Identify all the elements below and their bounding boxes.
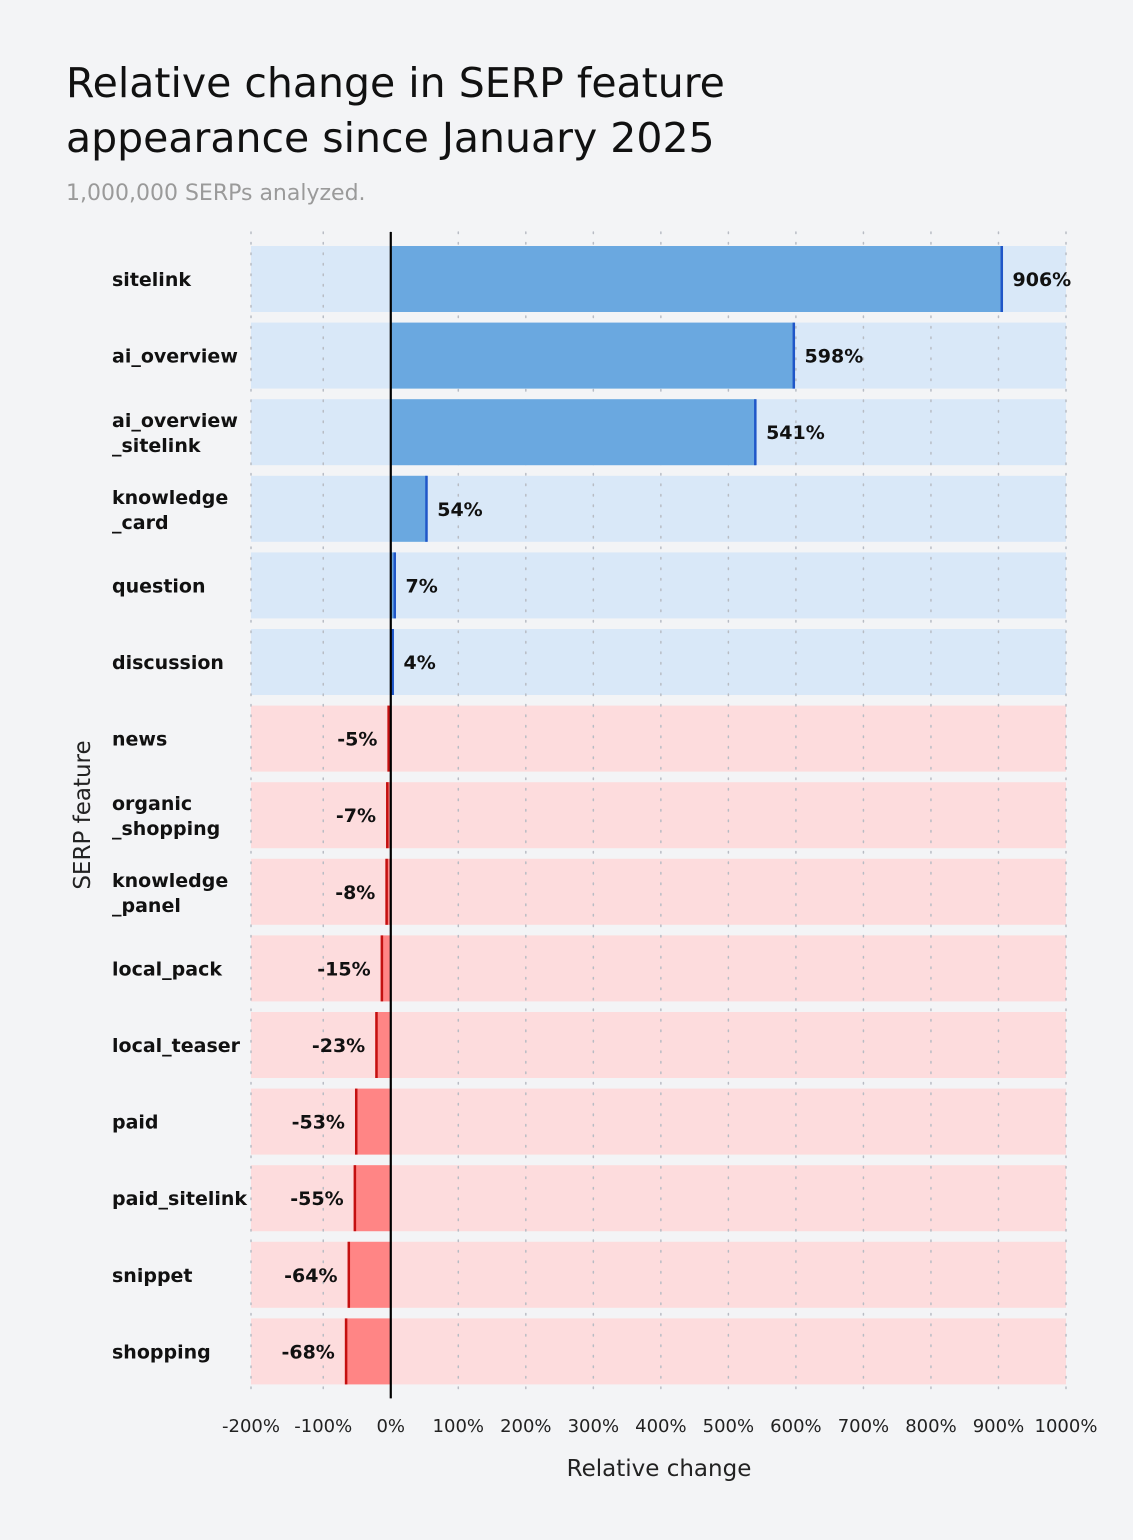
x-tick-label: 700% bbox=[838, 1416, 889, 1437]
bar-knowledge_panel bbox=[385, 858, 391, 925]
row-band bbox=[251, 552, 1066, 619]
value-label: -15% bbox=[317, 958, 370, 980]
x-tick-label: 600% bbox=[770, 1416, 821, 1437]
bar-edge bbox=[380, 935, 384, 1002]
x-tick-label: 500% bbox=[703, 1416, 754, 1437]
chart-title-line-2: appearance since January 2025 bbox=[66, 114, 715, 162]
bar-edge bbox=[425, 475, 428, 542]
category-label: news bbox=[112, 729, 167, 751]
x-tick-label: -200% bbox=[222, 1416, 280, 1437]
bar-edge bbox=[386, 782, 389, 849]
category-label: ai_overview _sitelink bbox=[112, 410, 238, 457]
category-label: ai_overview bbox=[112, 346, 238, 368]
bar-edge bbox=[344, 1318, 348, 1385]
row-band bbox=[251, 475, 1066, 542]
x-tick-label: 400% bbox=[635, 1416, 686, 1437]
row-band bbox=[251, 705, 1066, 772]
value-label: 598% bbox=[805, 346, 864, 368]
category-label: local_pack bbox=[112, 958, 222, 980]
category-label: knowledge _card bbox=[112, 487, 228, 534]
category-labels: sitelink ai_overview ai_overview _sitelinkk… bbox=[112, 269, 247, 1363]
x-tick-label: 800% bbox=[905, 1416, 956, 1437]
row-band bbox=[251, 629, 1066, 695]
x-tick-label: 900% bbox=[973, 1416, 1024, 1437]
bar-local_pack bbox=[380, 935, 391, 1002]
x-tick-label: 300% bbox=[568, 1416, 619, 1437]
row-band bbox=[251, 935, 1066, 1002]
category-label: knowledge _panel bbox=[112, 870, 228, 917]
category-label: snippet bbox=[112, 1265, 193, 1287]
category-label: paid bbox=[112, 1112, 159, 1134]
chart-subtitle: 1,000,000 SERPs analyzed. bbox=[66, 181, 366, 206]
bar-edge bbox=[353, 1165, 357, 1232]
bar-edge bbox=[1000, 246, 1004, 312]
value-label: -64% bbox=[284, 1265, 337, 1287]
bar-paid bbox=[354, 1088, 391, 1155]
bar-edge bbox=[391, 629, 394, 695]
bar-knowledge_card bbox=[390, 475, 428, 542]
x-tick-label: 100% bbox=[433, 1416, 484, 1437]
value-labels: 906% 598% 541% 54% 7% 4% -5% -7% -8% -15% -23% -53%… bbox=[281, 269, 1071, 1363]
bar-edge bbox=[792, 322, 796, 389]
value-label: -8% bbox=[335, 882, 375, 904]
x-tick-label: -100% bbox=[294, 1416, 352, 1437]
bar-local_teaser bbox=[375, 1012, 391, 1078]
value-label: -5% bbox=[337, 729, 377, 751]
category-label: discussion bbox=[112, 652, 224, 674]
bars bbox=[344, 246, 1004, 1385]
bar-paid_sitelink bbox=[353, 1165, 391, 1232]
category-label: local_teaser bbox=[112, 1035, 241, 1057]
value-label: 54% bbox=[437, 499, 482, 521]
bar-edge bbox=[387, 705, 390, 772]
value-label: 541% bbox=[766, 422, 825, 444]
value-label: 4% bbox=[403, 652, 435, 674]
bar-edge bbox=[354, 1088, 358, 1155]
bar-edge bbox=[754, 399, 757, 466]
bar-ai_overview_sitelink bbox=[390, 399, 757, 466]
bar-edge bbox=[393, 552, 396, 619]
x-tick-labels: -200% -100% 0% 100% 200% 300% 400% 500% 600% 700%… bbox=[222, 1416, 1097, 1437]
bar-edge bbox=[385, 858, 388, 925]
value-label: -68% bbox=[281, 1341, 334, 1363]
bar-sitelink bbox=[390, 246, 1003, 312]
x-tick-label: 0% bbox=[376, 1416, 405, 1437]
value-label: 7% bbox=[405, 575, 437, 597]
bar-snippet bbox=[347, 1241, 391, 1308]
row-band bbox=[251, 1012, 1066, 1078]
x-axis-label: Relative change bbox=[567, 1456, 752, 1482]
value-label: -7% bbox=[336, 805, 376, 827]
bar-edge bbox=[347, 1241, 351, 1308]
bar-question bbox=[390, 552, 396, 619]
category-label: paid_sitelink bbox=[112, 1188, 247, 1210]
category-label: organic _shopping bbox=[112, 793, 220, 840]
y-axis-label: SERP feature bbox=[70, 740, 96, 889]
category-label: sitelink bbox=[112, 269, 191, 291]
x-tick-label: 1000% bbox=[1035, 1416, 1098, 1437]
value-label: -23% bbox=[312, 1035, 365, 1057]
x-tick-label: 200% bbox=[500, 1416, 551, 1437]
bar-edge bbox=[375, 1012, 378, 1078]
bar-ai_overview bbox=[390, 322, 795, 389]
value-label: 906% bbox=[1013, 269, 1072, 291]
bar-shopping bbox=[344, 1318, 391, 1385]
category-label: question bbox=[112, 575, 206, 597]
chart-title-line-1: Relative change in SERP feature bbox=[66, 59, 725, 107]
category-label: shopping bbox=[112, 1341, 211, 1363]
value-label: -55% bbox=[290, 1188, 343, 1210]
value-label: -53% bbox=[292, 1112, 345, 1134]
